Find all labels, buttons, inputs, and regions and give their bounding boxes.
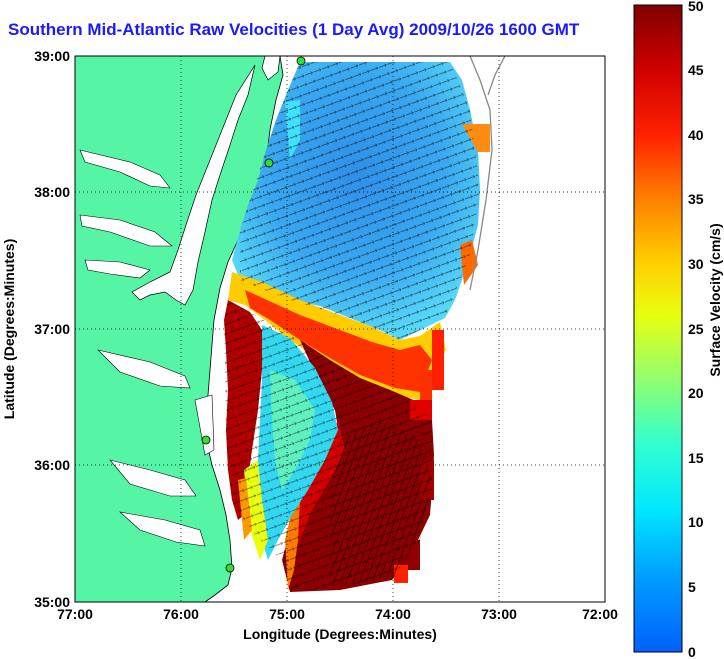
y-tick-label: 36:00 [34,457,70,473]
station-marker[interactable] [225,563,235,573]
colorbar-tick: 45 [688,62,704,78]
station-marker[interactable] [201,435,211,445]
x-tick-label: 75:00 [269,606,305,622]
colorbar-tick: 20 [688,385,704,401]
x-tick-label: 73:00 [481,606,517,622]
colorbar-gradient [633,4,683,653]
colorbar-tick: 30 [688,256,704,272]
x-axis: 77:00 76:00 75:00 74:00 73:00 72:00 Long… [57,606,618,642]
x-tick-label: 74:00 [375,606,411,622]
plot-frame [74,55,606,603]
colorbar-tick: 5 [688,579,696,595]
colorbar-label: Surface Velocity (cm/s) [707,223,723,376]
map-title: Southern Mid-Atlantic Raw Velocities (1 … [8,20,580,39]
colorbar-tick: 50 [688,0,704,14]
colorbar-tick: 10 [688,514,704,530]
y-axis-label: Latitude (Degrees:Minutes) [1,239,17,419]
colorbar-tick: 15 [688,450,704,466]
y-tick-label: 39:00 [34,48,70,64]
y-tick-label: 38:00 [34,184,70,200]
station-marker[interactable] [264,158,274,168]
y-tick-label: 35:00 [34,594,70,610]
colorbar-tick: 40 [688,127,704,143]
y-tick-label: 37:00 [34,321,70,337]
x-tick-label: 77:00 [57,606,93,622]
station-marker[interactable] [296,56,306,66]
colorbar: 50 45 40 35 30 25 20 15 10 5 0 Surface V… [633,0,723,659]
x-tick-label: 76:00 [163,606,199,622]
colorbar-tick: 0 [688,644,696,659]
x-axis-label: Longitude (Degrees:Minutes) [243,626,437,642]
chesapeake-bay [131,64,256,306]
colorbar-tick: 35 [688,191,704,207]
grid [75,56,605,602]
colorbar-tick: 25 [688,321,704,337]
x-tick-label: 72:00 [582,606,618,622]
y-axis: 39:00 38:00 37:00 36:00 35:00 Latitude (… [1,48,70,610]
